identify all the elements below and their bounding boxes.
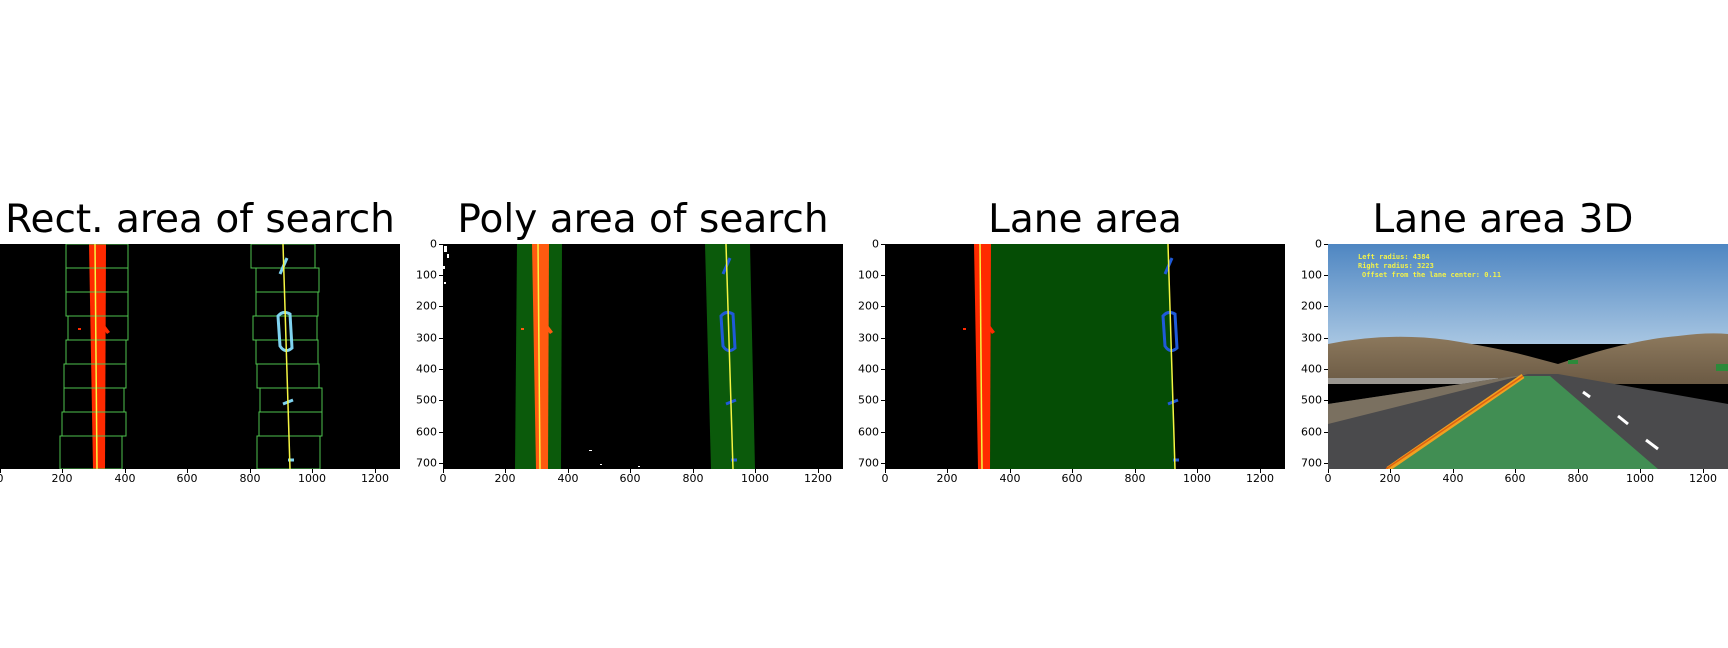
left-lane-speck bbox=[521, 328, 524, 330]
panel-lane-area: Lane area 0 200 400 600 800 1000 1200 0 … bbox=[858, 0, 1285, 648]
road-sign bbox=[1568, 360, 1578, 364]
y-tick: 100 bbox=[858, 268, 879, 282]
left-radius-text: Left radius: 4384 bbox=[1358, 253, 1430, 261]
x-tick: 0 bbox=[0, 472, 4, 485]
x-tick: 0 bbox=[1324, 472, 1332, 485]
x-tick: 200 bbox=[936, 472, 958, 485]
x-tick: 400 bbox=[114, 472, 136, 485]
left-lane-spur bbox=[986, 324, 995, 334]
poly-search-image bbox=[443, 244, 755, 469]
panel-lane-area-3d: Lane area 3D bbox=[1301, 0, 1728, 648]
y-tick: 600 bbox=[1301, 425, 1322, 439]
x-tick: 600 bbox=[1504, 472, 1526, 485]
left-search-windows bbox=[59, 244, 129, 469]
x-tick: 0 bbox=[881, 472, 889, 485]
left-lane-speck bbox=[963, 328, 966, 330]
x-tick: 400 bbox=[557, 472, 579, 485]
x-tick: 800 bbox=[682, 472, 704, 485]
x-tick: 1000 bbox=[1626, 472, 1654, 485]
right-fit-line bbox=[1167, 244, 1176, 469]
y-tick: 300 bbox=[416, 331, 437, 345]
left-lane-pixels bbox=[89, 244, 106, 469]
y-tick: 0 bbox=[430, 237, 437, 251]
y-tick: 500 bbox=[1301, 393, 1322, 407]
panel-title: Lane area 3D bbox=[1372, 197, 1634, 242]
left-fit-line bbox=[537, 244, 541, 469]
y-tick: 100 bbox=[1301, 268, 1322, 282]
y-tick: 400 bbox=[416, 362, 437, 376]
offset-text: Offset from the lane center: 0.11 bbox=[1362, 271, 1501, 279]
x-tick: 600 bbox=[619, 472, 641, 485]
panel-title: Rect. area of search bbox=[5, 197, 395, 242]
x-tick: 1000 bbox=[741, 472, 769, 485]
x-tick: 1200 bbox=[804, 472, 832, 485]
sky bbox=[1328, 244, 1728, 344]
panel-title: Poly area of search bbox=[457, 197, 829, 242]
x-tick: 800 bbox=[239, 472, 261, 485]
right-radius-text: Right radius: 3223 bbox=[1358, 262, 1434, 270]
y-tick: 600 bbox=[416, 425, 437, 439]
road-photo: Left radius: 4384 Right radius: 3223 Off… bbox=[1328, 244, 1728, 469]
x-tick: 400 bbox=[1442, 472, 1464, 485]
x-tick: 1200 bbox=[361, 472, 389, 485]
plot-area bbox=[885, 244, 1285, 469]
x-tick: 200 bbox=[51, 472, 73, 485]
y-tick: 700 bbox=[1301, 456, 1322, 470]
hills bbox=[1328, 333, 1728, 384]
right-search-windows bbox=[250, 244, 323, 469]
panel-rect-search: Rect. area of search bbox=[0, 0, 400, 648]
road-sign bbox=[1716, 364, 1728, 371]
x-tick: 1000 bbox=[298, 472, 326, 485]
right-fit-line bbox=[282, 244, 291, 469]
y-tick: 500 bbox=[416, 393, 437, 407]
x-tick: 600 bbox=[1061, 472, 1083, 485]
x-tick: 800 bbox=[1567, 472, 1589, 485]
y-tick: 600 bbox=[858, 425, 879, 439]
right-dashes bbox=[1582, 390, 1659, 451]
x-tick: 1000 bbox=[1183, 472, 1211, 485]
left-fit-line bbox=[979, 244, 983, 469]
panel-poly-search: Poly area of search bbox=[416, 0, 843, 648]
noise-pixels bbox=[443, 246, 640, 467]
x-tick: 600 bbox=[176, 472, 198, 485]
y-tick: 400 bbox=[1301, 362, 1322, 376]
guardrail bbox=[1328, 378, 1498, 384]
x-tick: 1200 bbox=[1689, 472, 1717, 485]
x-tick: 200 bbox=[494, 472, 516, 485]
y-tick: 300 bbox=[1301, 331, 1322, 345]
plot-area bbox=[0, 244, 400, 469]
y-tick: 0 bbox=[1315, 237, 1322, 251]
left-fit-line bbox=[94, 244, 98, 469]
x-tick: 0 bbox=[439, 472, 447, 485]
rect-search-image bbox=[59, 244, 323, 469]
right-fit-line bbox=[725, 244, 734, 469]
y-tick: 0 bbox=[872, 237, 879, 251]
x-tick: 200 bbox=[1379, 472, 1401, 485]
x-tick: 1200 bbox=[1246, 472, 1274, 485]
x-tick: 400 bbox=[999, 472, 1021, 485]
road-shoulder bbox=[1328, 374, 1528, 424]
x-tick: 800 bbox=[1124, 472, 1146, 485]
y-tick: 300 bbox=[858, 331, 879, 345]
left-lane-pixels bbox=[974, 244, 991, 469]
plot-area bbox=[443, 244, 843, 469]
left-lane-edge bbox=[1385, 375, 1524, 469]
lane-area-image bbox=[963, 244, 1179, 469]
y-tick: 200 bbox=[416, 299, 437, 313]
lane-fill bbox=[980, 244, 1175, 469]
y-tick: 100 bbox=[416, 268, 437, 282]
y-tick: 200 bbox=[1301, 299, 1322, 313]
y-tick: 400 bbox=[858, 362, 879, 376]
plot-area: Left radius: 4384 Right radius: 3223 Off… bbox=[1328, 244, 1728, 469]
y-tick: 700 bbox=[416, 456, 437, 470]
left-lane-pixels bbox=[532, 244, 549, 469]
panel-title: Lane area bbox=[988, 197, 1182, 242]
lane-overlay bbox=[1388, 376, 1658, 469]
left-lane-spur bbox=[544, 324, 553, 334]
left-lane-speck bbox=[78, 328, 81, 330]
y-tick: 500 bbox=[858, 393, 879, 407]
y-tick: 700 bbox=[858, 456, 879, 470]
left-lane-spur bbox=[101, 324, 110, 334]
y-tick: 200 bbox=[858, 299, 879, 313]
